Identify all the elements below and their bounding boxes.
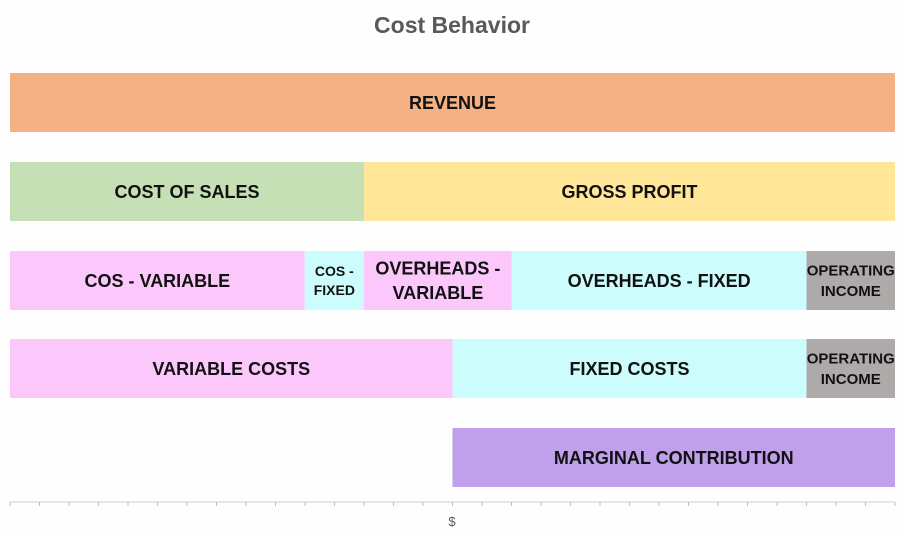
chart-title: Cost Behavior	[374, 12, 530, 38]
bar-marginal-contribution-label-row5: MARGINAL CONTRIBUTION	[554, 448, 794, 468]
bar-variable-costs-label-row4: VARIABLE COSTS	[152, 359, 310, 379]
bar-overheads-fixed-label-row3: OVERHEADS - FIXED	[568, 271, 751, 291]
x-axis	[9, 501, 896, 506]
bar-overheads-fixed-row3	[511, 251, 807, 310]
bar-cost-of-sales-row2	[10, 162, 364, 221]
x-axis-label: $	[448, 514, 456, 529]
bar-fixed-costs-label-row4: FIXED COSTS	[569, 359, 689, 379]
bar-cos-fixed-row3	[304, 251, 364, 310]
bar-operating-income-row4	[806, 339, 895, 398]
bar-gross-profit-label-row2: GROSS PROFIT	[561, 182, 697, 202]
bar-overheads-variable-label-row3: OVERHEADS -VARIABLE	[375, 259, 500, 303]
bar-fixed-costs-row4	[452, 339, 807, 398]
bar-overheads-variable-row3	[364, 251, 512, 310]
bar-marginal-contribution-row5	[452, 428, 895, 487]
bar-revenue-row1	[10, 73, 895, 132]
bar-revenue-label-row1: REVENUE	[409, 93, 496, 113]
bar-cos-variable-row3	[10, 251, 305, 310]
bar-operating-income-row3	[806, 251, 895, 310]
bar-operating-income-label-row3: OPERATING INCOME	[807, 263, 895, 300]
bar-cost-of-sales-label-row2: COST OF SALES	[114, 182, 259, 202]
bar-variable-costs-row4	[10, 339, 453, 398]
bar-cos-variable-label-row3: COS - VARIABLE	[85, 271, 231, 291]
bar-cos-fixed-label-row3: COS -FIXED	[314, 263, 355, 298]
bars-layer: REVENUE COST OF SALES GROSS PROFIT COS - VA…	[10, 73, 895, 487]
bar-gross-profit-row2	[364, 162, 895, 221]
bar-operating-income-label-row4: OPERATING INCOME	[807, 351, 895, 388]
